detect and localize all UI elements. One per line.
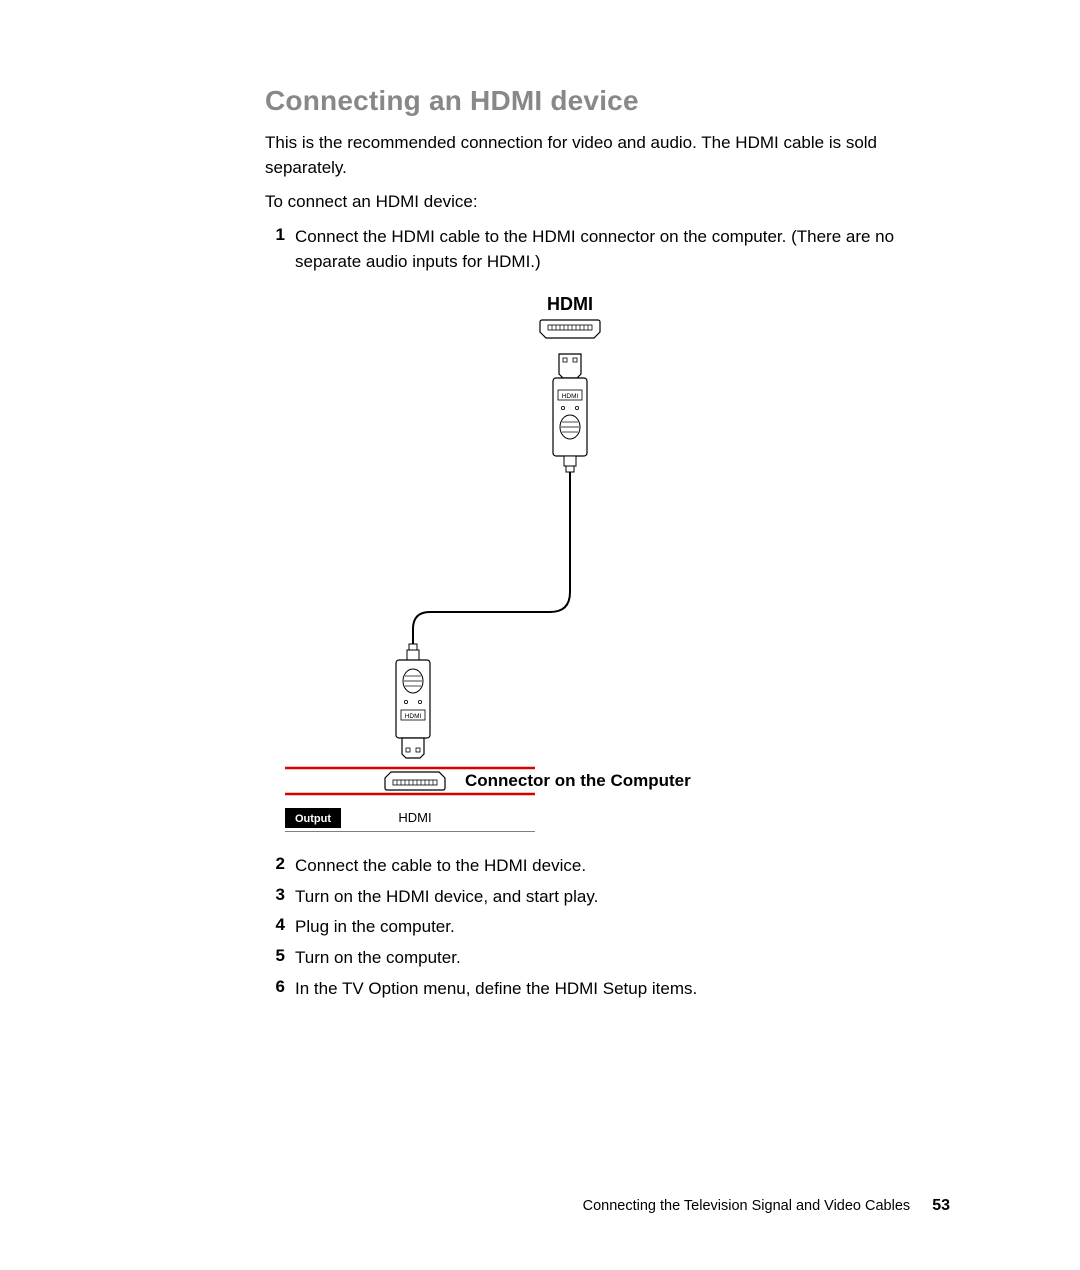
output-header: Output: [295, 813, 331, 825]
output-table: Output HDMI: [285, 808, 535, 832]
hdmi-port-bottom-icon: [385, 772, 445, 790]
list-item: 5 Turn on the computer.: [265, 946, 950, 971]
hdmi-plug-top-icon: HDMI: [553, 354, 587, 472]
step-number: 5: [265, 946, 295, 966]
plug-label-bottom: HDMI: [405, 713, 422, 720]
connector-label: Connector on the Computer: [465, 771, 691, 790]
intro-paragraph-2: To connect an HDMI device:: [265, 190, 950, 215]
footer-section: Connecting the Television Signal and Vid…: [583, 1198, 911, 1214]
step-text: Turn on the computer.: [295, 946, 950, 971]
footer-page-number: 53: [932, 1197, 950, 1214]
step-text: Connect the cable to the HDMI device.: [295, 854, 950, 879]
plug-label-top: HDMI: [562, 393, 579, 400]
page-footer: Connecting the Television Signal and Vid…: [583, 1197, 950, 1215]
list-item: 4 Plug in the computer.: [265, 915, 950, 940]
output-value: HDMI: [398, 810, 431, 825]
step-number: 6: [265, 977, 295, 997]
step-text: Plug in the computer.: [295, 915, 950, 940]
step-text: Connect the HDMI cable to the HDMI conne…: [295, 225, 950, 274]
step-text: In the TV Option menu, define the HDMI S…: [295, 977, 950, 1002]
step-number: 4: [265, 915, 295, 935]
hdmi-cable-path: [413, 472, 570, 644]
hdmi-diagram: HDMI: [265, 292, 950, 832]
intro-paragraph-1: This is the recommended connection for v…: [265, 131, 950, 180]
list-item: 6 In the TV Option menu, define the HDMI…: [265, 977, 950, 1002]
hdmi-top-label: HDMI: [547, 294, 593, 314]
list-item: 3 Turn on the HDMI device, and start pla…: [265, 885, 950, 910]
hdmi-port-top-icon: [540, 320, 600, 338]
hdmi-plug-bottom-icon: HDMI: [396, 644, 430, 758]
step-number: 3: [265, 885, 295, 905]
step-number: 1: [265, 225, 295, 245]
step-text: Turn on the HDMI device, and start play.: [295, 885, 950, 910]
step-list-bottom: 2 Connect the cable to the HDMI device. …: [265, 854, 950, 1001]
list-item: 2 Connect the cable to the HDMI device.: [265, 854, 950, 879]
list-item: 1 Connect the HDMI cable to the HDMI con…: [265, 225, 950, 274]
step-number: 2: [265, 854, 295, 874]
document-page: Connecting an HDMI device This is the re…: [0, 0, 1080, 1270]
step-list-top: 1 Connect the HDMI cable to the HDMI con…: [265, 225, 950, 274]
hdmi-diagram-svg: HDMI: [265, 292, 885, 832]
page-heading: Connecting an HDMI device: [265, 85, 950, 117]
